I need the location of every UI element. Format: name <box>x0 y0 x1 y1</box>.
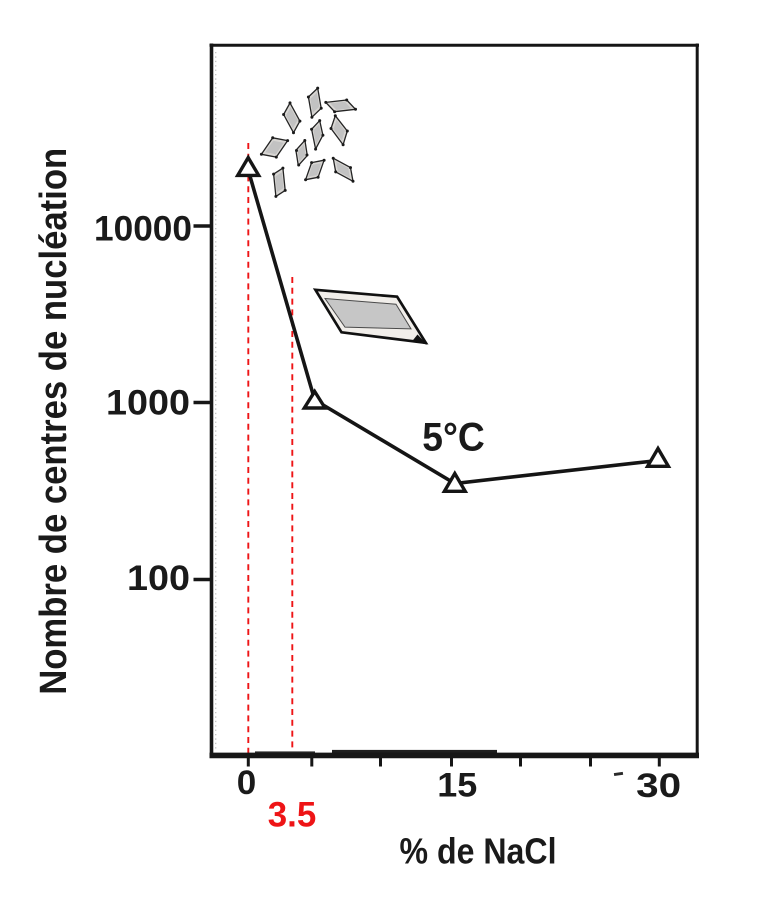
svg-text:5°C: 5°C <box>422 416 485 460</box>
svg-text:Nombre de centres de nucléatio: Nombre de centres de nucléation <box>33 148 75 695</box>
svg-text:0: 0 <box>237 764 257 802</box>
svg-text:1000: 1000 <box>106 384 190 423</box>
svg-text:30: 30 <box>636 767 681 805</box>
svg-text:% de NaCl: % de NaCl <box>400 831 557 872</box>
svg-text:100: 100 <box>127 559 190 598</box>
svg-text:3.5: 3.5 <box>268 796 317 835</box>
svg-text:15: 15 <box>437 767 477 805</box>
svg-text:10000: 10000 <box>94 209 192 248</box>
